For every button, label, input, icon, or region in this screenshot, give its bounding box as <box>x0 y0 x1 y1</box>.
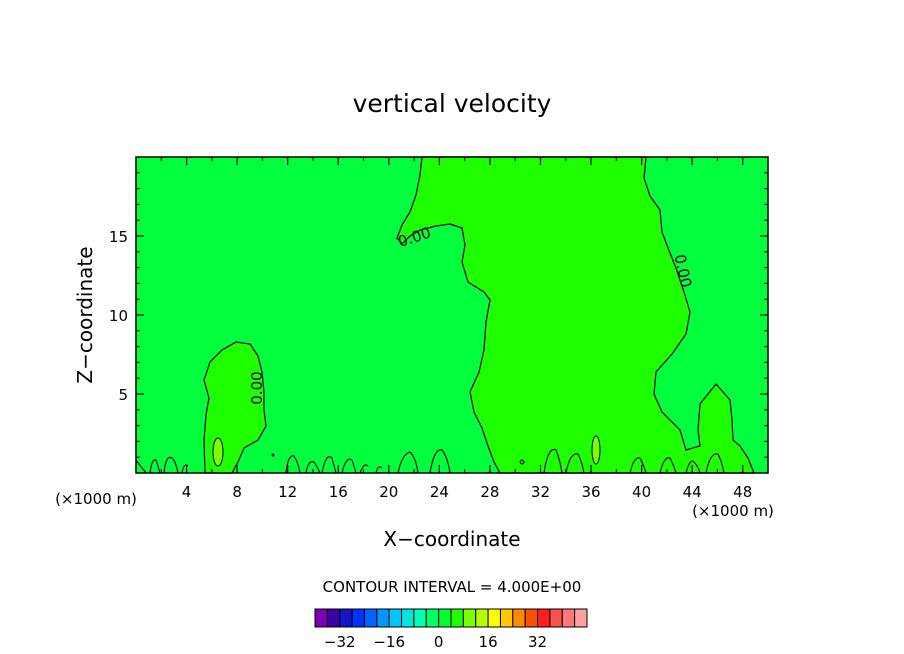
colorbar <box>314 608 588 628</box>
x-tick-label: 8 <box>232 483 242 501</box>
colorbar-swatch <box>450 608 464 628</box>
x-tick-label: 28 <box>480 483 499 501</box>
colorbar-swatch <box>351 608 365 628</box>
positive-core-left <box>212 437 224 467</box>
colorbar-swatch <box>561 608 576 628</box>
colorbar-swatch <box>512 608 526 628</box>
contour-interval-text: CONTOUR INTERVAL = 4.000E+00 <box>323 578 582 596</box>
colorbar-swatch <box>425 608 440 628</box>
x-tick-label: 24 <box>430 483 449 501</box>
x-unit-left: (×1000 m) <box>55 490 137 508</box>
colorbar-swatch <box>462 608 477 628</box>
colorbar-swatch <box>363 608 378 628</box>
x-unit-right: (×1000 m) <box>692 502 774 520</box>
positive-core-center <box>591 435 601 465</box>
y-axis-label: Z−coordinate <box>73 246 97 383</box>
colorbar-labels: −32 −16 0 16 32 <box>324 633 547 651</box>
y-axis-ticks: 5 10 15 <box>109 172 768 458</box>
colorbar-tick-label: 16 <box>479 633 498 651</box>
chart-title: vertical velocity <box>353 89 552 118</box>
x-tick-label: 36 <box>581 483 600 501</box>
colorbar-swatch <box>524 608 539 628</box>
surface-contours <box>135 448 725 474</box>
colorbar-tick-label: −16 <box>373 633 405 651</box>
colorbar-swatch <box>537 608 551 628</box>
x-tick-label: 44 <box>683 483 702 501</box>
colorbar-tick-label: −32 <box>324 633 356 651</box>
colorbar-swatch <box>376 608 390 628</box>
x-tick-label: 12 <box>278 483 297 501</box>
x-tick-label: 20 <box>379 483 398 501</box>
colorbar-swatch <box>326 608 341 628</box>
colorbar-tick-label: 32 <box>528 633 547 651</box>
x-tick-label: 40 <box>632 483 651 501</box>
colorbar-swatch <box>487 608 501 628</box>
colorbar-tick-label: 0 <box>434 633 444 651</box>
x-tick-label: 4 <box>182 483 192 501</box>
colorbar-swatch <box>339 608 353 628</box>
colorbar-swatch <box>401 608 415 628</box>
colorbar-swatch <box>549 608 563 628</box>
x-tick-label: 16 <box>329 483 348 501</box>
contour-label-left: 0.00 <box>248 371 266 404</box>
colorbar-swatch <box>314 608 328 628</box>
contour-field <box>136 156 768 474</box>
colorbar-swatch <box>475 608 489 628</box>
y-tick-label: 15 <box>109 228 128 246</box>
x-axis-label: X−coordinate <box>383 527 520 551</box>
y-tick-label: 5 <box>118 386 128 404</box>
colorbar-swatch <box>438 608 452 628</box>
colorbar-swatch <box>413 608 427 628</box>
x-tick-label: 32 <box>531 483 550 501</box>
y-tick-label: 10 <box>109 307 128 325</box>
colorbar-swatch <box>499 608 514 628</box>
colorbar-swatch <box>574 608 588 628</box>
x-axis-ticks: 4 8 12 16 20 24 28 32 36 40 44 48 <box>160 157 752 501</box>
colorbar-swatch <box>388 608 403 628</box>
x-tick-label: 48 <box>733 483 752 501</box>
